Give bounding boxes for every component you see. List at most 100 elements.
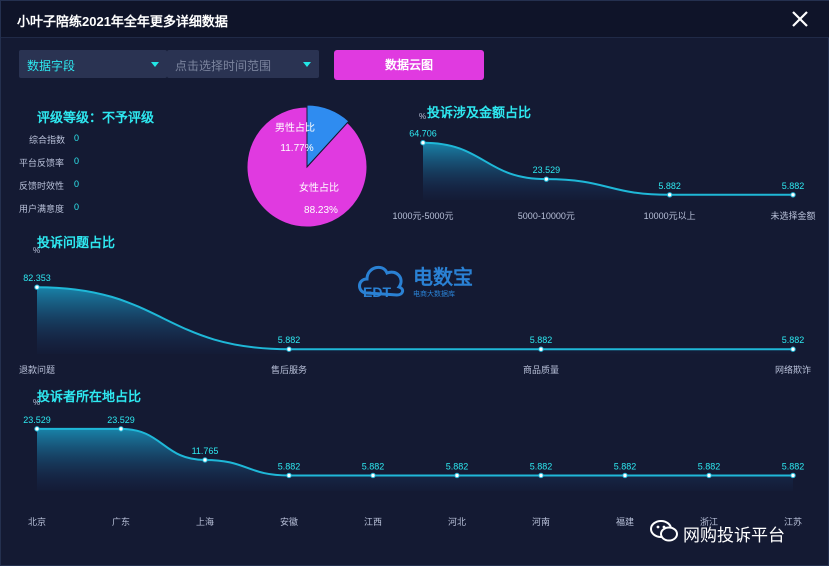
brand-tagline: 电商大数据库 xyxy=(413,291,455,298)
series-area xyxy=(423,142,793,200)
window-title: 小叶子陪练2021年全年更多详细数据 xyxy=(17,14,228,29)
data-point xyxy=(118,426,124,432)
data-label: 5.882 xyxy=(530,335,553,345)
chart-title: 投诉涉及金额占比 xyxy=(427,105,531,120)
data-label: 5.882 xyxy=(658,181,681,191)
metric-value: 0 xyxy=(74,156,80,166)
wechat-icon xyxy=(650,520,678,542)
data-point xyxy=(420,139,426,146)
chart-title: 投诉问题占比 xyxy=(37,235,115,250)
data-label: 5.882 xyxy=(278,461,301,471)
pie-value-label: 88.23% xyxy=(304,205,338,216)
data-label: 5.882 xyxy=(614,461,637,471)
data-label: 5.882 xyxy=(278,335,301,345)
series-area xyxy=(37,287,793,354)
pie-label: 男性占比 xyxy=(275,121,315,134)
category-label: 5000-10000元 xyxy=(518,211,575,221)
category-label: 网络欺诈 xyxy=(775,364,811,375)
data-point xyxy=(543,176,550,182)
unit-label: % xyxy=(33,246,40,255)
category-label: 广东 xyxy=(112,516,130,527)
data-point xyxy=(538,346,544,352)
pie-slice xyxy=(306,105,350,169)
category-label: 未选择金额 xyxy=(770,210,815,221)
edt-watermark: EDT 电数宝 电商大数据库 xyxy=(355,257,485,303)
data-point xyxy=(202,457,208,463)
data-point xyxy=(454,472,460,479)
wechat-account-watermark: 网购投诉平台 xyxy=(649,516,819,546)
data-point xyxy=(790,346,796,352)
metric-value: 0 xyxy=(74,179,80,189)
metric-label: 综合指数 xyxy=(29,135,66,145)
category-label: 10000元以上 xyxy=(644,211,696,221)
field-select-value: 数据字段 xyxy=(27,59,76,73)
time-range-placeholder: 点击选择时间范围 xyxy=(175,59,272,73)
data-label: 5.882 xyxy=(446,461,469,471)
category-label: 江苏 xyxy=(784,516,802,527)
data-point xyxy=(790,192,796,198)
metric-label: 用户满意度 xyxy=(19,204,65,214)
data-label: 23.529 xyxy=(107,415,135,425)
logo-text: EDT xyxy=(363,284,391,300)
category-label: 售后服务 xyxy=(271,364,307,375)
category-label: 河南 xyxy=(532,516,550,527)
data-label: 5.882 xyxy=(530,461,553,471)
region-chart: 投诉者所在地占比% 23.529 北京 23.529 广东 11.765 上海 5.882 安徽… xyxy=(23,389,805,527)
category-label: 安徽 xyxy=(280,516,298,527)
category-label: 福建 xyxy=(616,516,634,527)
rating-title: 评级等级：不予评级 xyxy=(37,110,155,125)
data-point xyxy=(622,472,628,479)
field-select[interactable]: 数据字段 xyxy=(19,50,167,78)
data-point xyxy=(286,472,292,479)
data-label: 5.882 xyxy=(698,461,721,471)
metric-value: 0 xyxy=(74,133,80,143)
chevron-down-icon xyxy=(151,62,159,67)
data-label: 23.529 xyxy=(533,165,561,175)
data-point xyxy=(706,472,712,479)
chart-title: 投诉者所在地占比 xyxy=(37,389,141,404)
category-label: 北京 xyxy=(28,516,46,527)
category-label: 商品质量 xyxy=(523,364,559,375)
data-point xyxy=(790,472,796,479)
data-label: 5.882 xyxy=(782,335,805,345)
category-label: 河北 xyxy=(448,516,466,527)
data-point xyxy=(286,346,292,352)
category-label: 浙江 xyxy=(700,516,718,527)
data-point xyxy=(538,472,544,479)
data-point xyxy=(666,192,673,198)
series-area xyxy=(37,428,793,491)
unit-label: % xyxy=(33,398,40,407)
category-label: 1000元-5000元 xyxy=(392,211,453,221)
data-point xyxy=(34,284,40,290)
series-line xyxy=(36,286,793,351)
data-label: 5.882 xyxy=(782,461,805,471)
category-label: 江西 xyxy=(364,517,382,527)
data-label: 64.706 xyxy=(409,129,437,139)
title-bar: 小叶子陪练2021年全年更多详细数据 xyxy=(1,1,829,38)
unit-label: % xyxy=(419,112,426,121)
series-line xyxy=(422,141,793,196)
category-label: 上海 xyxy=(196,516,214,527)
data-point xyxy=(34,426,40,432)
time-range-select[interactable]: 点击选择时间范围 xyxy=(167,50,319,78)
close-icon[interactable] xyxy=(788,7,812,31)
chevron-down-icon xyxy=(303,62,311,67)
series-line xyxy=(36,427,793,477)
metric-value: 0 xyxy=(74,202,80,212)
category-label: 退款问题 xyxy=(19,364,55,375)
data-cloud-button[interactable]: 数据云图 xyxy=(334,50,484,80)
pie-value-label: 11.77% xyxy=(280,143,313,154)
pie-label: 女性占比 xyxy=(299,181,339,194)
data-label: 5.882 xyxy=(782,181,805,191)
data-label: 5.882 xyxy=(362,461,385,471)
data-label: 11.765 xyxy=(192,446,219,456)
cloud-logo-icon: EDT xyxy=(358,265,405,300)
wechat-account-name: 网购投诉平台 xyxy=(683,526,785,545)
data-label: 82.353 xyxy=(23,273,51,283)
brand-name: 电数宝 xyxy=(413,267,473,289)
data-point xyxy=(370,472,376,479)
metric-label: 平台反馈率 xyxy=(19,158,65,168)
gender-pie-chart: 男性占比 11.77% 女性占比 88.23% xyxy=(246,105,368,228)
pie-slice xyxy=(246,106,368,228)
